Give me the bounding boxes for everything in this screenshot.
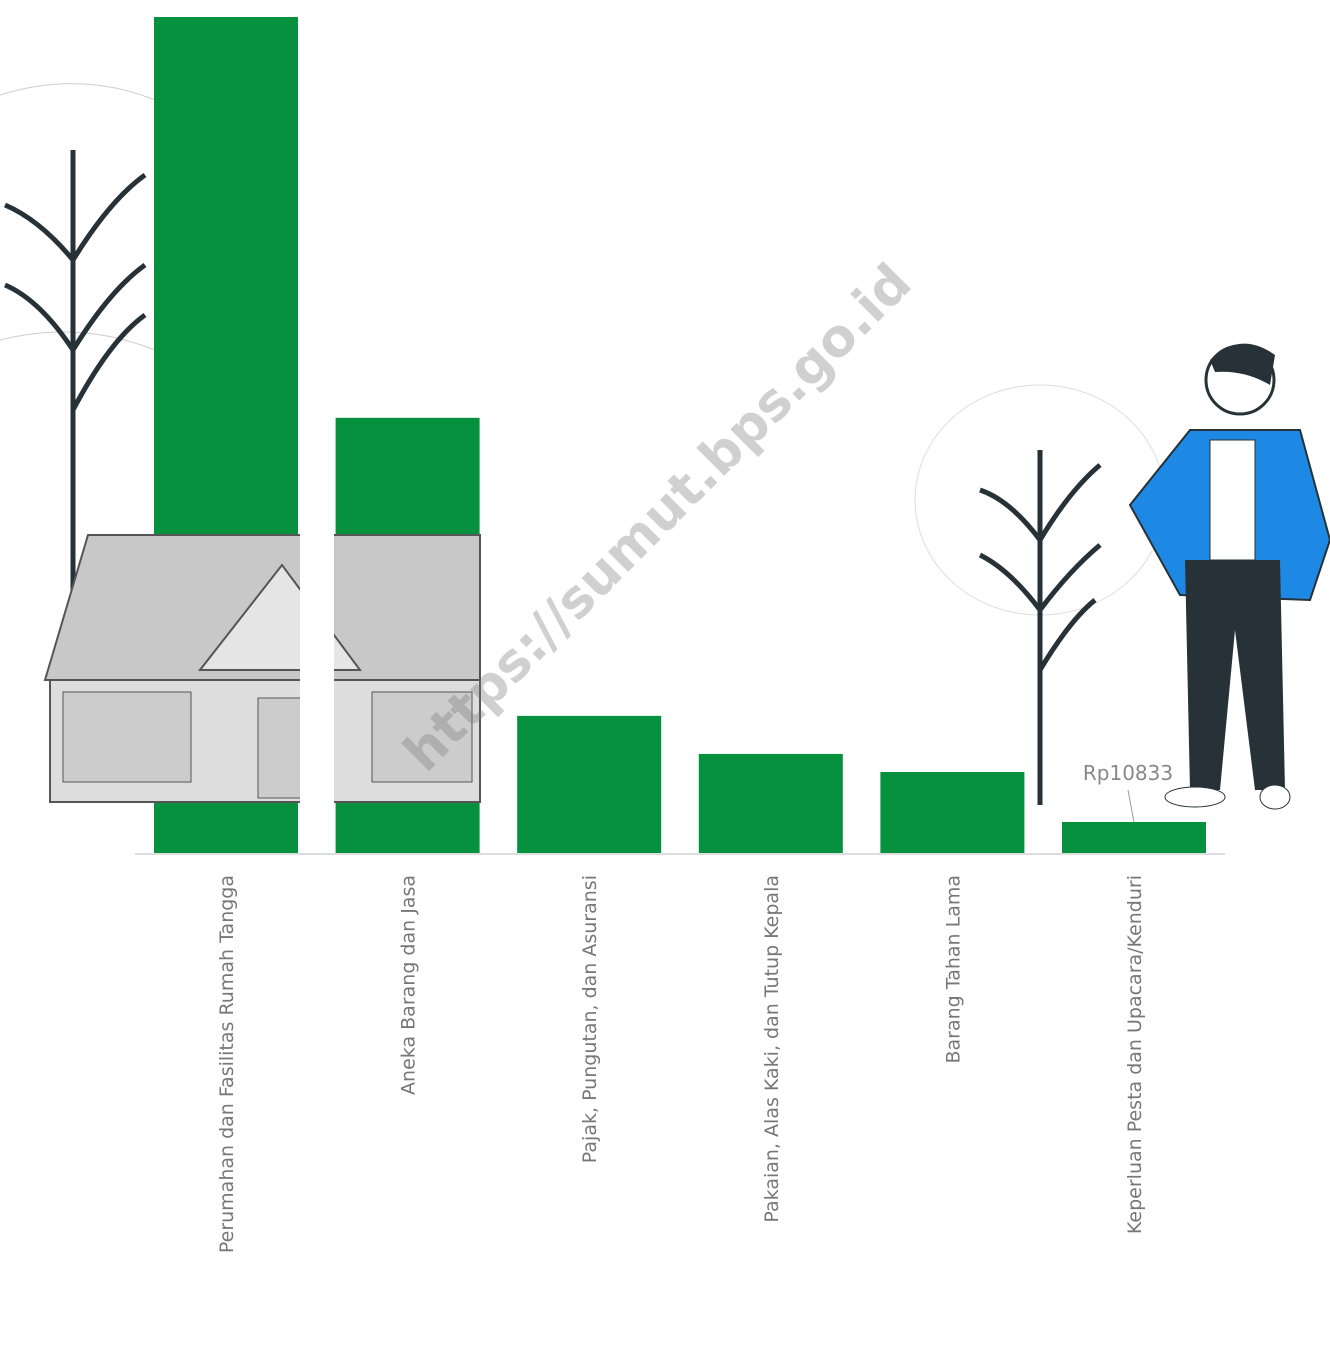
house-illustration [43,530,481,810]
x-tick-label: Pakaian, Alas Kaki, dan Tutup Kepala [761,875,783,1223]
bar [698,753,843,853]
tree [978,450,1102,805]
value-label: Rp10833 [1083,761,1173,785]
background-illustration [0,83,1166,805]
tree-crown [0,83,156,101]
x-tick-label: Pajak, Pungutan, dan Asuransi [579,875,601,1163]
bar [1062,821,1206,853]
person-illustration [1128,343,1330,810]
x-tick-label: Keperluan Pesta dan Upacara/Kenduri [1124,875,1146,1234]
bar [517,715,662,853]
tree [3,150,147,600]
x-tick-label: Aneka Barang dan Jasa [398,875,420,1095]
tree-crown [0,331,156,351]
x-tick-label: Barang Tahan Lama [942,875,964,1064]
x-tick-label: Perumahan dan Fasilitas Rumah Tangga [216,875,238,1253]
bar [880,771,1025,853]
leader-line [1127,789,1135,823]
